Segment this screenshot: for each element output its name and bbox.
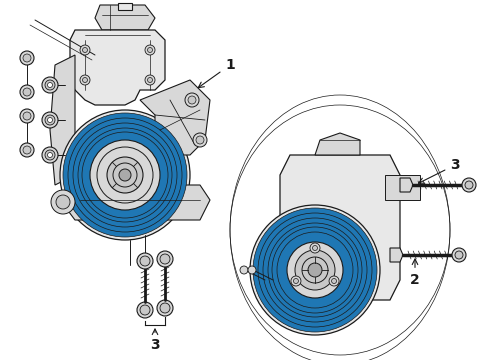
Circle shape	[329, 276, 339, 286]
Circle shape	[268, 223, 362, 317]
Text: 1: 1	[198, 58, 235, 88]
Circle shape	[140, 305, 150, 315]
Circle shape	[45, 115, 55, 125]
Circle shape	[20, 109, 34, 123]
Circle shape	[272, 227, 358, 313]
Circle shape	[277, 232, 353, 308]
Circle shape	[23, 54, 31, 62]
Polygon shape	[280, 155, 400, 300]
Polygon shape	[118, 3, 132, 10]
Circle shape	[82, 132, 168, 218]
Circle shape	[107, 157, 143, 193]
Circle shape	[295, 250, 335, 290]
Circle shape	[294, 279, 298, 284]
Circle shape	[193, 133, 207, 147]
Circle shape	[185, 93, 199, 107]
Circle shape	[68, 118, 182, 232]
Circle shape	[97, 147, 153, 203]
Circle shape	[20, 85, 34, 99]
Circle shape	[160, 303, 170, 313]
Circle shape	[23, 112, 31, 120]
Circle shape	[140, 256, 150, 266]
Circle shape	[82, 77, 88, 82]
Circle shape	[240, 266, 248, 274]
Circle shape	[147, 77, 152, 82]
Circle shape	[196, 136, 204, 144]
Circle shape	[253, 208, 377, 332]
Circle shape	[20, 143, 34, 157]
Circle shape	[48, 82, 52, 87]
Circle shape	[45, 150, 55, 160]
Polygon shape	[385, 175, 420, 200]
Circle shape	[23, 146, 31, 154]
Circle shape	[119, 169, 131, 181]
Circle shape	[147, 48, 152, 53]
Circle shape	[78, 128, 172, 222]
Circle shape	[462, 178, 476, 192]
Circle shape	[157, 300, 173, 316]
Circle shape	[90, 140, 160, 210]
Circle shape	[42, 112, 58, 128]
Circle shape	[60, 110, 190, 240]
Polygon shape	[50, 55, 75, 185]
Circle shape	[455, 251, 463, 259]
Circle shape	[56, 195, 70, 209]
Circle shape	[45, 80, 55, 90]
Circle shape	[248, 266, 256, 274]
Circle shape	[137, 302, 153, 318]
Circle shape	[157, 251, 173, 267]
Circle shape	[63, 113, 187, 237]
Circle shape	[113, 163, 137, 187]
Text: 2: 2	[410, 259, 420, 287]
Circle shape	[287, 242, 343, 298]
Circle shape	[258, 213, 372, 327]
Circle shape	[308, 263, 322, 277]
Circle shape	[310, 243, 320, 253]
Circle shape	[42, 147, 58, 163]
Circle shape	[302, 257, 328, 283]
Circle shape	[313, 246, 318, 251]
Polygon shape	[315, 133, 360, 155]
Circle shape	[332, 279, 337, 284]
Polygon shape	[60, 185, 210, 220]
Circle shape	[452, 248, 466, 262]
Polygon shape	[140, 80, 210, 155]
Circle shape	[23, 88, 31, 96]
Circle shape	[465, 181, 473, 189]
Circle shape	[48, 117, 52, 122]
Circle shape	[42, 77, 58, 93]
Text: 3: 3	[418, 158, 460, 183]
Circle shape	[137, 253, 153, 269]
Circle shape	[80, 75, 90, 85]
Circle shape	[188, 96, 196, 104]
Circle shape	[48, 153, 52, 158]
Circle shape	[80, 45, 90, 55]
Circle shape	[73, 123, 177, 227]
Circle shape	[51, 190, 75, 214]
Circle shape	[250, 205, 380, 335]
Circle shape	[20, 51, 34, 65]
Polygon shape	[390, 248, 403, 262]
Circle shape	[160, 254, 170, 264]
Circle shape	[291, 276, 301, 286]
Circle shape	[263, 218, 367, 322]
Text: 3: 3	[150, 329, 160, 352]
Circle shape	[82, 48, 88, 53]
Circle shape	[145, 45, 155, 55]
Circle shape	[145, 75, 155, 85]
Polygon shape	[400, 178, 413, 192]
Polygon shape	[95, 5, 155, 30]
Polygon shape	[70, 30, 165, 105]
